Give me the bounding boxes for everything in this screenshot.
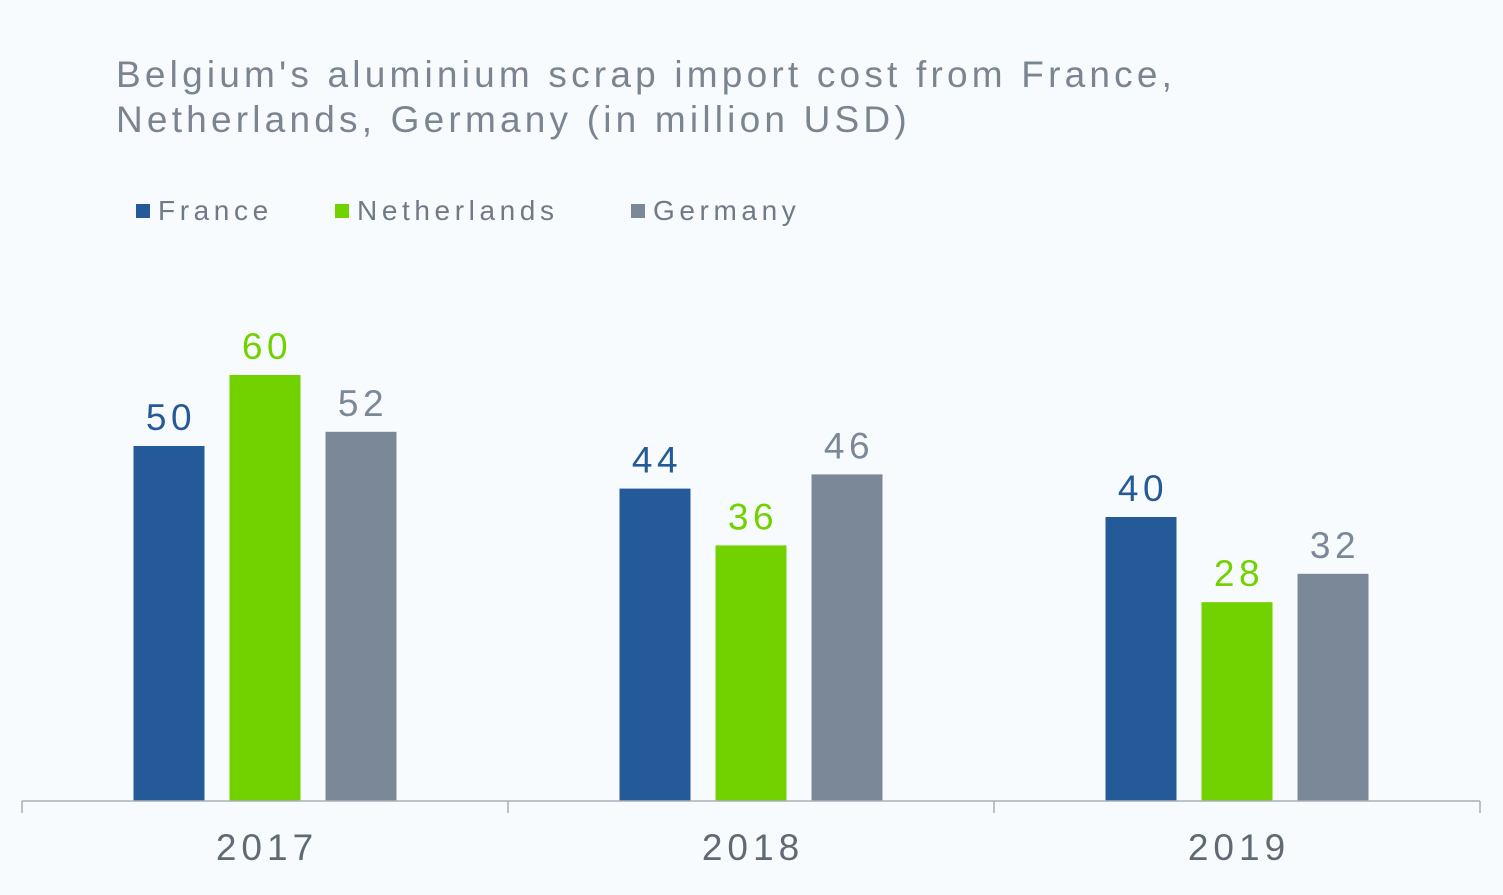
data-label-germany-2017: 52 (338, 383, 388, 424)
bar-netherlands-2017 (229, 375, 301, 801)
legend-label-netherlands: Netherlands (357, 195, 559, 226)
data-label-netherlands-2018: 36 (728, 496, 778, 537)
legend-label-france: France (158, 195, 273, 226)
x-tick-label-2019: 2019 (1188, 827, 1290, 868)
bar-france-2017 (133, 446, 205, 801)
data-label-germany-2018: 46 (824, 425, 874, 466)
data-label-france-2018: 44 (632, 440, 682, 481)
bar-netherlands-2018 (715, 545, 787, 801)
data-label-germany-2019: 32 (1310, 525, 1360, 566)
data-label-france-2017: 50 (146, 397, 196, 438)
legend-swatch-netherlands (335, 204, 349, 218)
bar-france-2019 (1105, 517, 1177, 801)
chart-title: Belgium's aluminium scrap import cost fr… (116, 54, 1177, 140)
legend-label-germany: Germany (653, 195, 801, 226)
bar-france-2018 (619, 488, 691, 801)
legend-swatch-france (136, 204, 150, 218)
bar-netherlands-2019 (1201, 602, 1273, 801)
data-label-netherlands-2019: 28 (1214, 553, 1264, 594)
bar-germany-2017 (325, 431, 397, 801)
legend-swatch-germany (631, 204, 645, 218)
data-label-france-2019: 40 (1118, 468, 1168, 509)
x-tick-label-2018: 2018 (702, 827, 804, 868)
bar-germany-2019 (1297, 573, 1369, 801)
x-tick-label-2017: 2017 (216, 827, 318, 868)
data-label-netherlands-2017: 60 (242, 326, 292, 367)
bar-germany-2018 (811, 474, 883, 801)
